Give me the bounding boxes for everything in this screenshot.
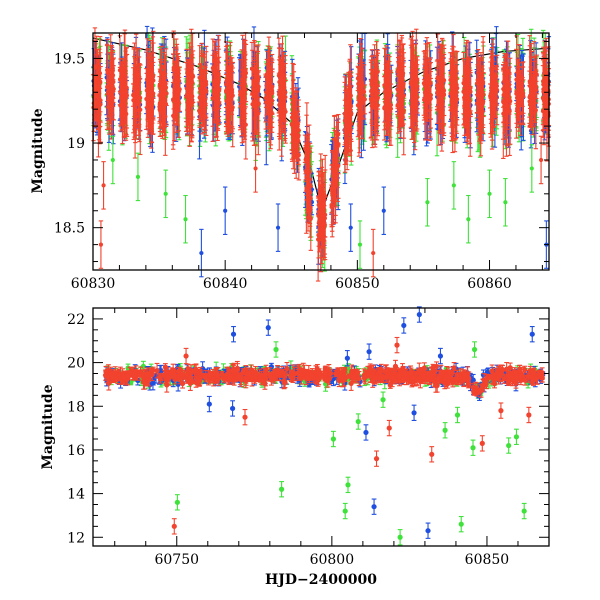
x-tick-label: 60800 xyxy=(310,552,355,568)
y-tick-label: 16 xyxy=(67,443,85,459)
y-tick-label: 12 xyxy=(67,530,85,546)
y-tick-label: 14 xyxy=(67,487,85,503)
top-panel: 60830 60840 60850 60860 18.5 19 19.5 Magnitude xyxy=(30,25,552,292)
data-point-red xyxy=(322,370,328,376)
x-tick-label: 60750 xyxy=(154,552,199,568)
data-point-red xyxy=(308,372,314,378)
y-tick-label: 22 xyxy=(67,312,85,328)
bottom-plot-background xyxy=(93,308,549,546)
data-point-red xyxy=(462,372,468,378)
x-tick-label: 60840 xyxy=(203,276,248,292)
x-tick-label: 60830 xyxy=(71,276,116,292)
data-point-red xyxy=(425,370,431,377)
y-tick-label: 18 xyxy=(67,399,85,415)
data-point-red xyxy=(267,371,273,379)
x-tick-label: 60850 xyxy=(465,552,510,568)
y-tick-label: 19.5 xyxy=(54,51,85,67)
data-point-red xyxy=(207,371,213,378)
top-y-axis-title: Magnitude xyxy=(30,108,46,193)
data-point-red xyxy=(471,388,477,394)
bottom-x-axis-title: HJD−2400000 xyxy=(265,572,377,588)
x-tick-label: 60860 xyxy=(467,276,512,292)
data-point-red xyxy=(104,373,110,380)
y-tick-label: 20 xyxy=(67,356,85,372)
top-data-points xyxy=(91,25,552,282)
y-tick-label: 19 xyxy=(67,136,85,152)
data-point-red xyxy=(324,377,330,383)
x-tick-label: 60850 xyxy=(335,276,380,292)
bottom-y-axis-title: Magnitude xyxy=(40,384,56,469)
bottom-panel: 60750 60800 60850 12 14 16 18 20 22 Magnitude HJ… xyxy=(40,306,550,588)
data-point-red xyxy=(447,369,453,376)
data-point-red xyxy=(144,371,150,378)
y-tick-label: 18.5 xyxy=(54,221,85,237)
